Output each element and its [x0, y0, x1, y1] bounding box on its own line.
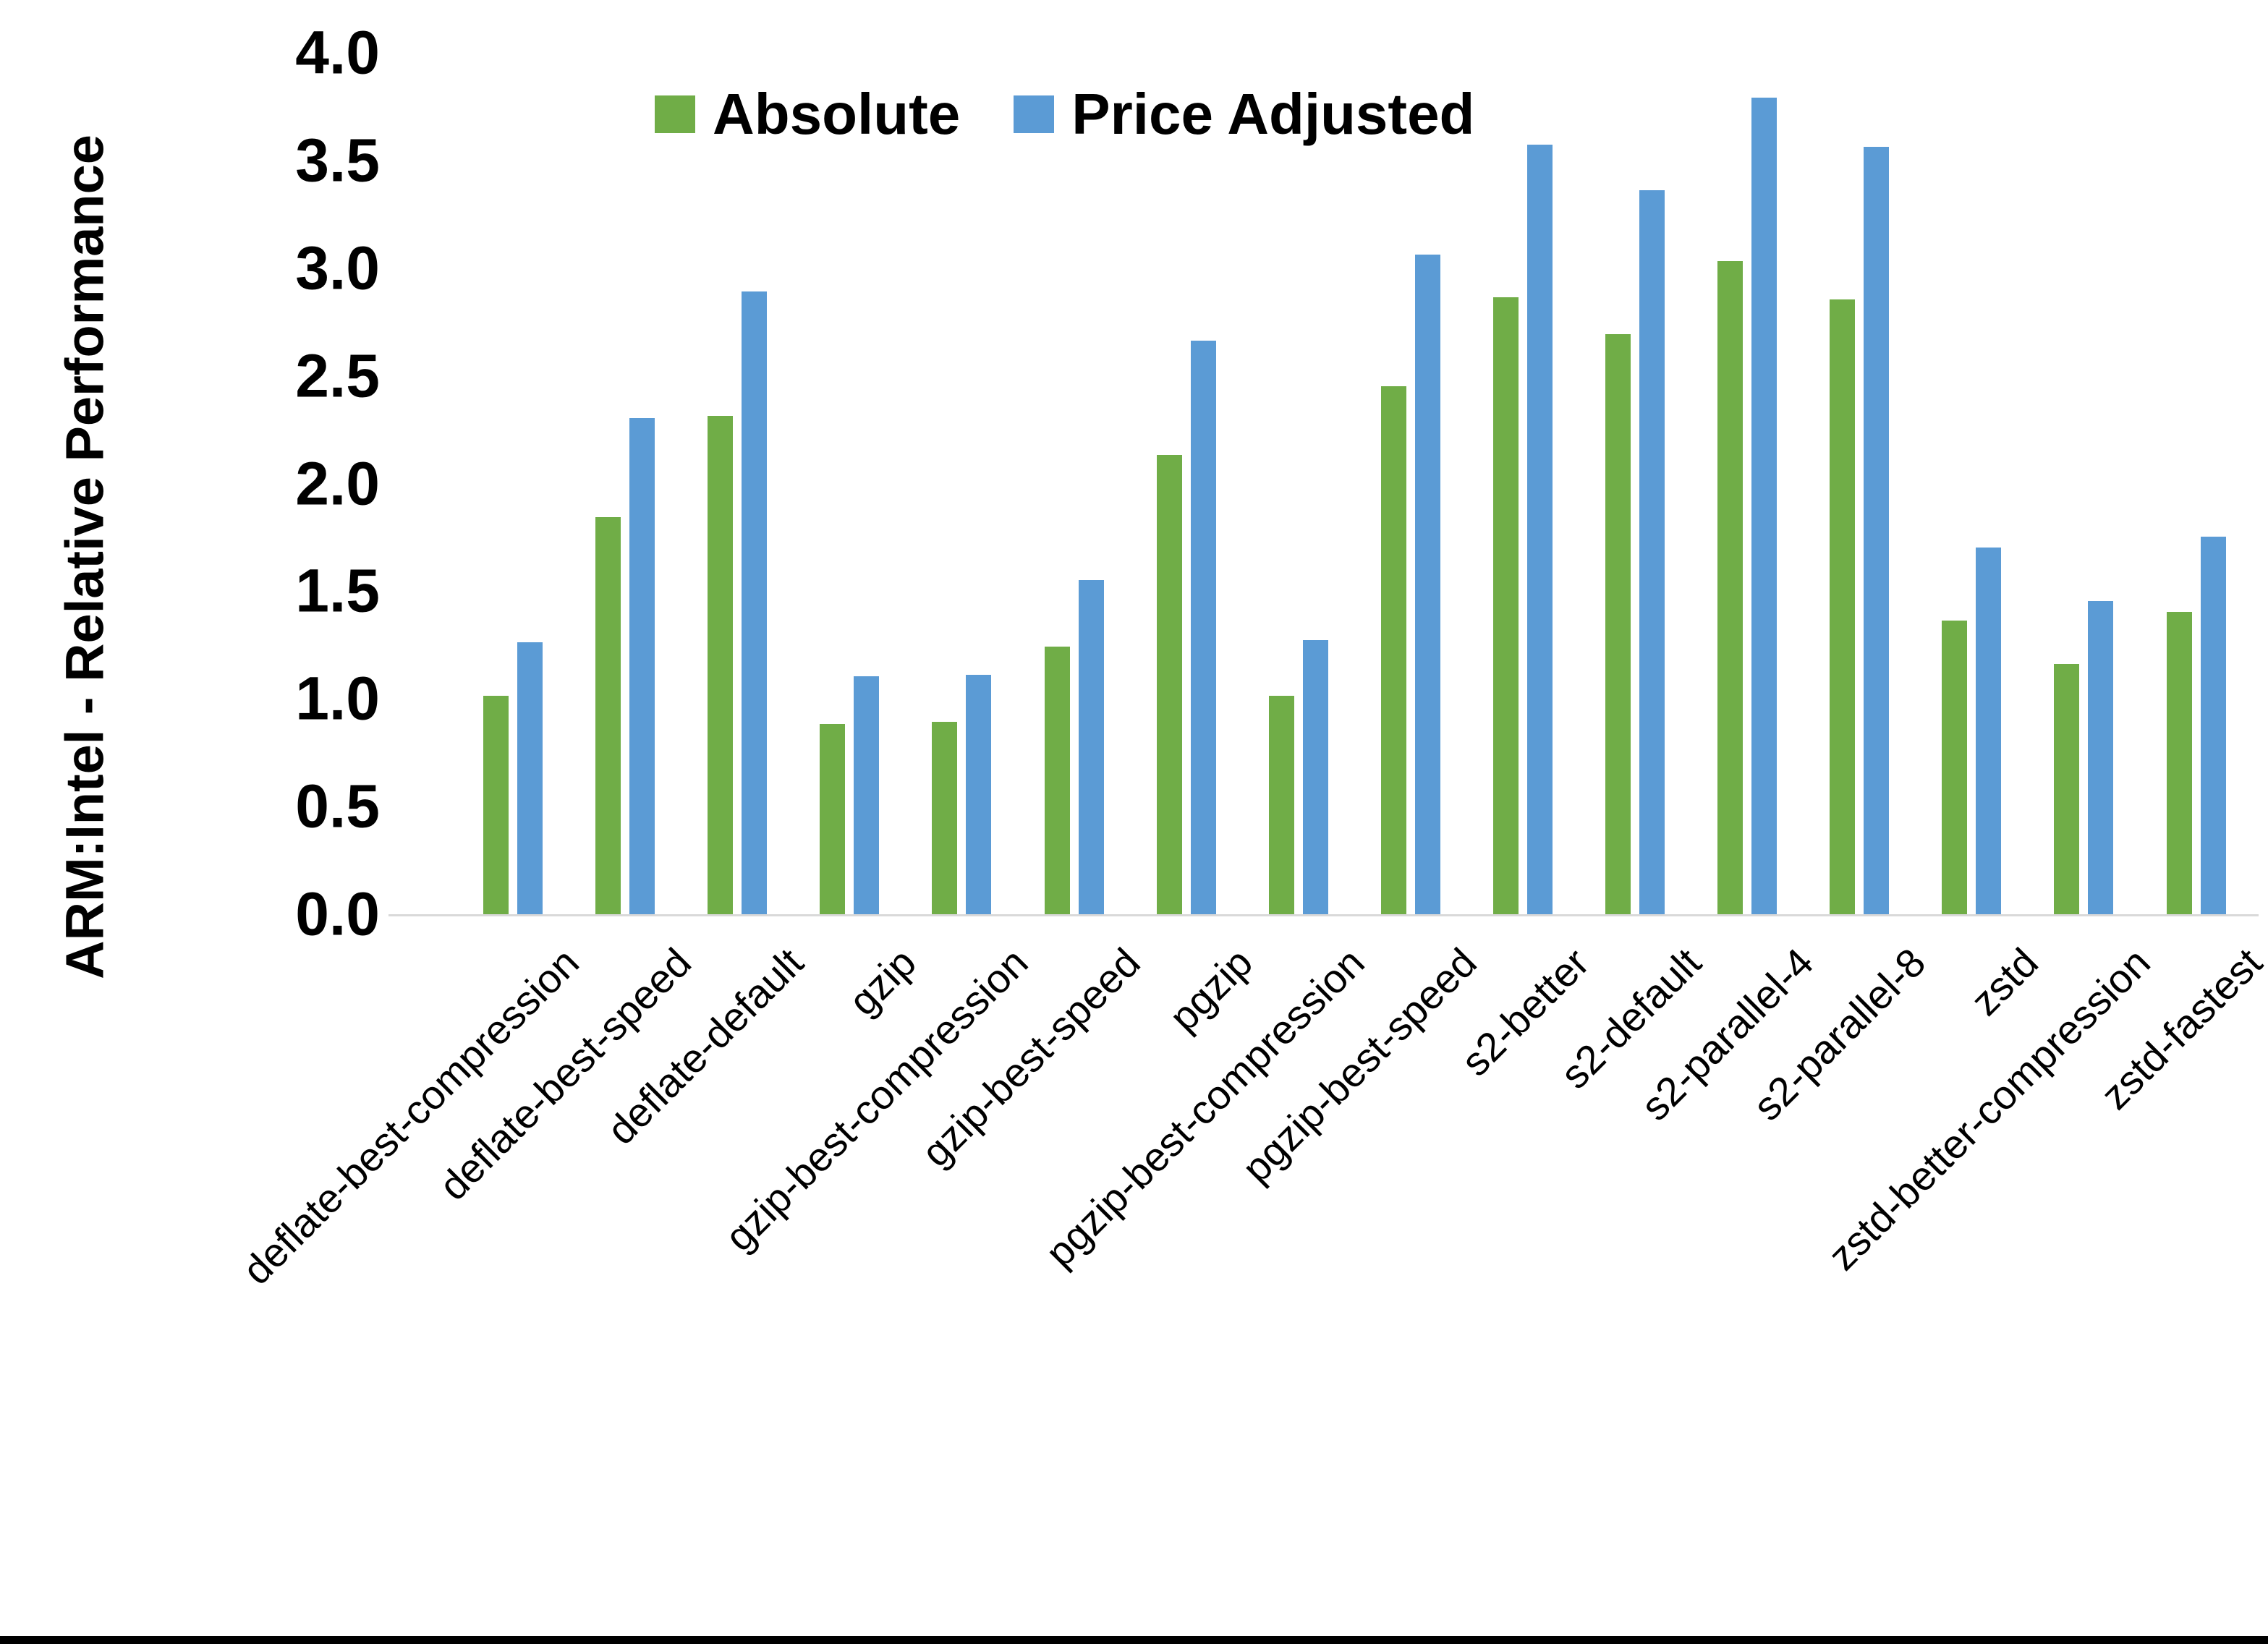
y-tick-label: 2.5 [295, 341, 380, 410]
bar-absolute-deflate-best-speed [595, 517, 621, 916]
bar-price-adjusted-deflate-best-speed [629, 418, 655, 916]
bar-price-adjusted-s2-parallel-8 [1864, 147, 1889, 916]
bar-absolute-pgzip-best-speed [1381, 386, 1406, 916]
bar-absolute-gzip-best-speed [1045, 647, 1070, 916]
bar-absolute-s2-parallel-8 [1830, 299, 1855, 916]
bar-price-adjusted-pgzip-best-speed [1415, 255, 1440, 916]
legend-item-price-adjusted: Price Adjusted [1014, 85, 1474, 143]
bar-absolute-s2-parallel-4 [1717, 261, 1743, 916]
bar-absolute-zstd [1942, 621, 1967, 916]
x-category-label: zstd [1961, 939, 2047, 1024]
y-tick-label: 1.0 [295, 664, 380, 733]
y-axis-title: ARM:Intel - Relative Performance [54, 135, 115, 979]
legend-swatch-absolute-icon [655, 95, 695, 133]
legend-item-absolute: Absolute [655, 85, 960, 143]
bar-price-adjusted-deflate-default [742, 291, 767, 916]
legend-label-absolute: Absolute [713, 82, 961, 146]
bar-price-adjusted-deflate-best-compression [517, 642, 543, 916]
legend: Absolute Price Adjusted [655, 85, 1474, 143]
bar-absolute-deflate-best-compression [483, 696, 509, 916]
bar-absolute-deflate-default [708, 416, 733, 916]
x-category-label: pgzip [1160, 939, 1261, 1040]
bar-price-adjusted-gzip-best-speed [1079, 580, 1104, 916]
bar-absolute-s2-default [1605, 334, 1631, 916]
y-tick-label: 0.0 [295, 880, 380, 948]
bar-price-adjusted-pgzip-best-compression [1303, 640, 1328, 916]
bar-absolute-pgzip-best-compression [1269, 696, 1294, 916]
x-category-label: deflate-default [598, 939, 812, 1154]
bar-price-adjusted-gzip [854, 676, 879, 916]
y-tick-label: 2.0 [295, 449, 380, 518]
bar-price-adjusted-zstd [1976, 548, 2001, 916]
bar-absolute-pgzip [1157, 455, 1182, 916]
y-tick-label: 1.5 [295, 556, 380, 625]
x-axis-baseline [388, 914, 2259, 916]
y-axis-title-wrap: ARM:Intel - Relative Performance [45, 43, 124, 1070]
bar-absolute-zstd-fastest [2167, 612, 2192, 916]
bar-absolute-s2-better [1493, 297, 1519, 916]
bar-price-adjusted-s2-better [1527, 145, 1553, 916]
bar-price-adjusted-zstd-better-compression [2088, 601, 2113, 916]
bar-absolute-gzip-best-compression [932, 722, 957, 916]
x-category-label: gzip [839, 939, 925, 1024]
bar-price-adjusted-s2-parallel-4 [1751, 98, 1777, 916]
bar-absolute-zstd-better-compression [2054, 664, 2079, 916]
legend-label-price-adjusted: Price Adjusted [1071, 82, 1475, 146]
y-tick-label: 0.5 [295, 772, 380, 840]
y-tick-label: 3.0 [295, 234, 380, 302]
legend-swatch-price-adjusted-icon [1014, 95, 1055, 133]
bar-price-adjusted-zstd-fastest [2201, 537, 2226, 916]
bar-price-adjusted-s2-default [1639, 190, 1665, 916]
bottom-border [0, 1636, 2268, 1644]
bar-absolute-gzip [820, 724, 845, 916]
bar-price-adjusted-pgzip [1191, 341, 1216, 916]
y-tick-label: 4.0 [295, 18, 380, 87]
bar-price-adjusted-gzip-best-compression [966, 675, 991, 916]
y-tick-label: 3.5 [295, 126, 380, 195]
